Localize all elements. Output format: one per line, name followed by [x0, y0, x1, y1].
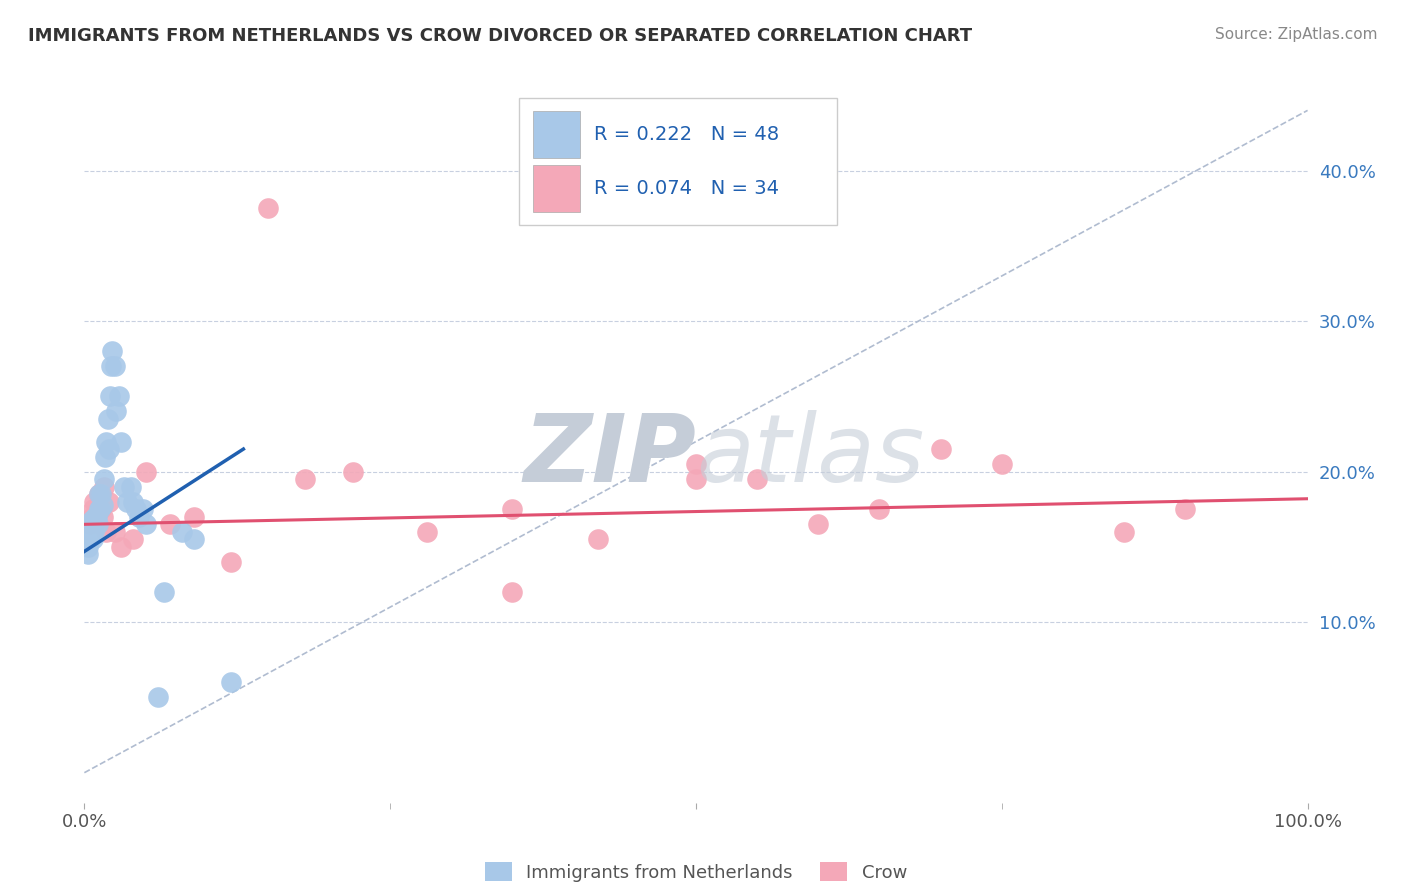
Text: IMMIGRANTS FROM NETHERLANDS VS CROW DIVORCED OR SEPARATED CORRELATION CHART: IMMIGRANTS FROM NETHERLANDS VS CROW DIVO… — [28, 27, 972, 45]
Point — [991, 457, 1014, 471]
Point — [80, 513, 103, 527]
Point — [93, 472, 115, 486]
Text: Source: ZipAtlas.com: Source: ZipAtlas.com — [1215, 27, 1378, 42]
Point — [807, 517, 830, 532]
Point — [219, 675, 242, 690]
Point — [82, 522, 104, 536]
FancyBboxPatch shape — [533, 165, 579, 211]
Point — [869, 502, 891, 516]
Point — [219, 555, 242, 569]
Point — [84, 513, 107, 527]
Point — [79, 524, 101, 539]
Point — [104, 359, 127, 374]
Point — [83, 494, 105, 508]
Point — [685, 457, 707, 471]
Point — [77, 524, 100, 539]
Point — [91, 509, 114, 524]
Point — [105, 404, 128, 418]
Point — [97, 412, 120, 426]
Point — [747, 472, 769, 486]
Point — [86, 509, 108, 524]
Point — [172, 524, 194, 539]
Point — [110, 434, 132, 449]
Point — [416, 524, 439, 539]
Point — [77, 548, 100, 562]
Point — [79, 533, 101, 547]
Point — [104, 524, 127, 539]
Point — [502, 502, 524, 516]
Point — [120, 480, 142, 494]
Point — [89, 502, 111, 516]
Point — [159, 517, 181, 532]
Point — [93, 480, 115, 494]
Point — [132, 502, 155, 516]
Point — [97, 442, 120, 456]
Point — [294, 472, 316, 486]
Point — [83, 517, 105, 532]
Point — [115, 494, 138, 508]
Point — [100, 359, 122, 374]
Point — [586, 533, 609, 547]
Point — [502, 585, 524, 599]
Point — [82, 502, 104, 516]
FancyBboxPatch shape — [519, 98, 837, 225]
Text: R = 0.222   N = 48: R = 0.222 N = 48 — [595, 125, 779, 144]
Point — [128, 509, 150, 524]
Point — [90, 502, 112, 516]
Point — [80, 524, 103, 539]
Text: atlas: atlas — [696, 410, 924, 501]
Point — [107, 389, 129, 403]
Point — [146, 690, 169, 705]
Point — [183, 533, 205, 547]
Point — [87, 502, 110, 516]
Point — [685, 472, 707, 486]
Point — [929, 442, 952, 456]
Point — [84, 509, 107, 524]
Text: R = 0.074   N = 34: R = 0.074 N = 34 — [595, 179, 779, 198]
Point — [342, 465, 364, 479]
Legend: Immigrants from Netherlands, Crow: Immigrants from Netherlands, Crow — [478, 855, 914, 889]
Point — [79, 517, 101, 532]
Point — [97, 494, 120, 508]
Point — [79, 517, 101, 532]
Point — [86, 502, 108, 516]
Point — [87, 487, 110, 501]
Point — [94, 450, 117, 464]
Point — [110, 540, 132, 554]
Point — [112, 480, 135, 494]
Point — [96, 524, 118, 539]
Point — [82, 533, 104, 547]
Point — [122, 533, 145, 547]
Point — [183, 509, 205, 524]
Point — [122, 494, 145, 508]
Point — [90, 487, 112, 501]
Point — [87, 517, 110, 532]
Point — [98, 389, 121, 403]
Point — [1114, 524, 1136, 539]
Point — [1174, 502, 1197, 516]
Point — [96, 434, 118, 449]
Point — [76, 533, 98, 547]
Point — [87, 487, 110, 501]
Point — [77, 533, 100, 547]
Point — [135, 465, 157, 479]
Point — [153, 585, 176, 599]
Point — [101, 344, 124, 359]
Point — [257, 201, 280, 215]
Point — [135, 517, 157, 532]
Point — [80, 509, 103, 524]
Point — [77, 540, 100, 554]
Text: ZIP: ZIP — [523, 410, 696, 502]
Point — [91, 498, 114, 512]
FancyBboxPatch shape — [533, 111, 579, 158]
Point — [83, 524, 105, 539]
Point — [125, 502, 148, 516]
